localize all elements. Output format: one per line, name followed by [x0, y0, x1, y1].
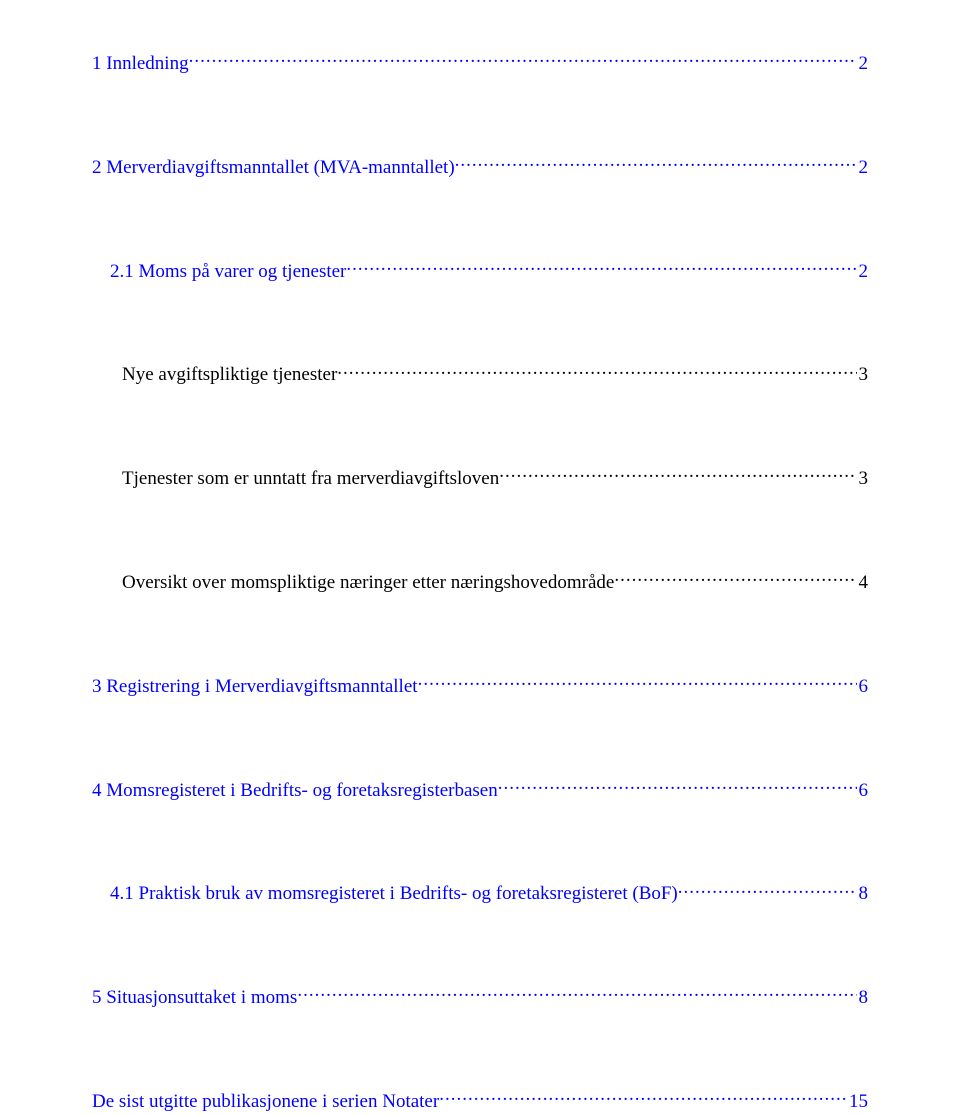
- toc-label: Oversikt over momspliktige næringer ette…: [122, 572, 614, 595]
- toc-leader: [439, 1088, 847, 1107]
- toc-leader: [678, 880, 857, 899]
- toc-label: 2 Merverdiavgiftsmanntallet (MVA-manntal…: [92, 157, 455, 180]
- toc-entry[interactable]: 2.1 Moms på varer og tjenester 2: [92, 258, 868, 284]
- toc-page: 1 Innledning 2 2 Merverdiavgiftsmanntall…: [0, 0, 960, 1052]
- toc-leader: [337, 361, 856, 380]
- toc-leader: [189, 50, 857, 69]
- toc-page-number: 3: [857, 364, 869, 387]
- toc-page-number: 8: [857, 987, 869, 1010]
- toc-page-number: 2: [857, 261, 869, 284]
- toc-label: Nye avgiftspliktige tjenester: [122, 364, 337, 387]
- toc-entry: Oversikt over momspliktige næringer ette…: [92, 569, 868, 595]
- toc-entry[interactable]: 2 Merverdiavgiftsmanntallet (MVA-manntal…: [92, 154, 868, 180]
- toc-label: 4.1 Praktisk bruk av momsregisteret i Be…: [110, 883, 678, 906]
- toc-entry: Tjenester som er unntatt fra merverdiavg…: [92, 465, 868, 491]
- toc-page-number: 8: [857, 883, 869, 906]
- toc-entry[interactable]: 4 Momsregisteret i Bedrifts- og foretaks…: [92, 777, 868, 803]
- toc-page-number: 2: [857, 53, 869, 76]
- toc-label: 3 Registrering i Merverdiavgiftsmanntall…: [92, 676, 418, 699]
- toc-label: Tjenester som er unntatt fra merverdiavg…: [122, 468, 499, 491]
- toc-page-number: 15: [847, 1091, 868, 1114]
- toc-leader: [498, 777, 857, 796]
- toc-label: 5 Situasjonsuttaket i moms: [92, 987, 297, 1010]
- toc-entry[interactable]: 3 Registrering i Merverdiavgiftsmanntall…: [92, 673, 868, 699]
- toc-entry[interactable]: De sist utgitte publikasjonene i serien …: [92, 1088, 868, 1114]
- toc-entry: Nye avgiftspliktige tjenester 3: [92, 361, 868, 387]
- toc-leader: [346, 258, 856, 277]
- toc-entry[interactable]: 5 Situasjonsuttaket i moms 8: [92, 984, 868, 1010]
- toc-leader: [418, 673, 857, 692]
- toc-label: 2.1 Moms på varer og tjenester: [110, 261, 346, 284]
- toc-page-number: 2: [857, 157, 869, 180]
- toc-page-number: 4: [857, 572, 869, 595]
- toc-leader: [297, 984, 856, 1003]
- toc-page-number: 6: [857, 676, 869, 699]
- toc-leader: [499, 465, 856, 484]
- toc-label: De sist utgitte publikasjonene i serien …: [92, 1091, 439, 1114]
- toc-entry[interactable]: 4.1 Praktisk bruk av momsregisteret i Be…: [92, 880, 868, 906]
- toc-leader: [455, 154, 857, 173]
- toc-entry[interactable]: 1 Innledning 2: [92, 50, 868, 76]
- toc-leader: [614, 569, 856, 588]
- toc-label: 4 Momsregisteret i Bedrifts- og foretaks…: [92, 780, 498, 803]
- toc-label: 1 Innledning: [92, 53, 189, 76]
- toc-page-number: 6: [857, 780, 869, 803]
- toc-page-number: 3: [857, 468, 869, 491]
